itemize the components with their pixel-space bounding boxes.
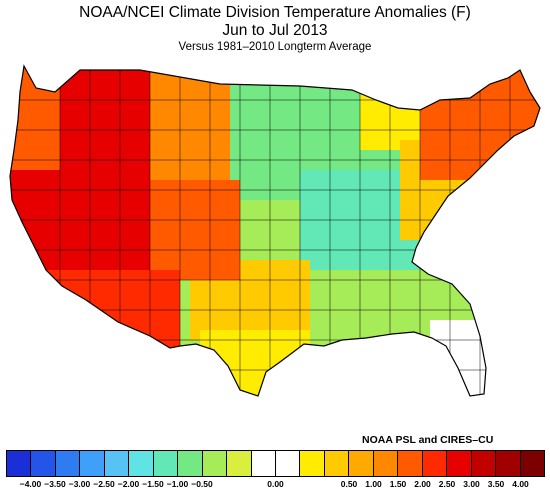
colorbar-swatch <box>520 451 544 476</box>
region-california-great-basin <box>10 170 150 280</box>
colorbar-swatch <box>80 451 105 476</box>
colorbar-tick-label: 1.50 <box>389 479 407 489</box>
colorbar-swatch <box>7 451 32 476</box>
colorbar-tick-label: −3.50 <box>44 479 66 489</box>
colorbar-swatch <box>324 451 350 476</box>
colorbar-swatch <box>153 451 179 476</box>
colorbar-swatch <box>349 451 374 476</box>
colorbar-ticks: −4.00 −3.50 −3.00 −2.50 −2.00 −1.50 −1.00 −0.50… <box>6 479 545 491</box>
colorbar-tick-label: 3.00 <box>463 479 480 489</box>
region-interior-northwest <box>60 66 150 180</box>
colorbar-tick-label: 2.00 <box>414 479 431 489</box>
region-northeast <box>420 66 540 180</box>
colorbar-tick-label: 3.50 <box>487 479 505 489</box>
colorbar-swatch <box>471 451 497 476</box>
colorbar-tick-label: −2.50 <box>93 479 115 489</box>
us-outline <box>9 64 541 397</box>
colorbar-swatch <box>251 451 276 476</box>
us-map-svg <box>9 64 541 397</box>
colorbar <box>6 450 545 477</box>
colorbar-tick-label: 2.50 <box>438 479 456 489</box>
colorbar-tick-label: −0.50 <box>191 479 213 489</box>
colorbar-tick-label: 0.50 <box>340 479 358 489</box>
region-pacific-northwest-coast <box>10 66 70 180</box>
map-period: Jun to Jul 2013 <box>222 22 328 39</box>
colorbar-tick-label: 1.00 <box>365 479 382 489</box>
colorbar-tick-label: −3.00 <box>68 479 91 489</box>
colorbar-swatch <box>300 451 325 476</box>
colorbar-tick-label: 4.00 <box>512 479 529 489</box>
map-subtitle: Versus 1981–2010 Longterm Average <box>178 41 372 53</box>
colorbar-swatch <box>398 451 423 476</box>
colorbar-swatch <box>202 451 228 476</box>
colorbar-tick-label: 0.00 <box>267 479 284 489</box>
colorbar-swatch <box>496 451 521 476</box>
colorbar-swatch <box>55 451 81 476</box>
colorbar-swatch <box>373 451 399 476</box>
colorbar-swatch <box>31 451 56 476</box>
colorbar-swatch <box>275 451 301 476</box>
region-southern-rockies <box>140 180 240 280</box>
map-title: NOAA/NCEI Climate Division Temperature A… <box>79 4 471 21</box>
credit-text: NOAA PSL and CIRES–CU <box>362 434 494 446</box>
anomaly-map <box>0 60 550 420</box>
colorbar-tick-label: −1.00 <box>166 479 189 489</box>
colorbar-tick-label: −4.00 <box>19 479 42 489</box>
colorbar-swatch <box>447 451 472 476</box>
colorbar-tick-label: −2.00 <box>117 479 140 489</box>
colorbar-swatch <box>227 451 252 476</box>
colorbar-tick-label: −1.50 <box>142 479 164 489</box>
region-northern-rockies <box>140 66 230 190</box>
colorbar-swatch <box>129 451 154 476</box>
colorbar-swatch <box>104 451 130 476</box>
colorbar-swatch <box>422 451 448 476</box>
colorbar-swatch <box>178 451 203 476</box>
